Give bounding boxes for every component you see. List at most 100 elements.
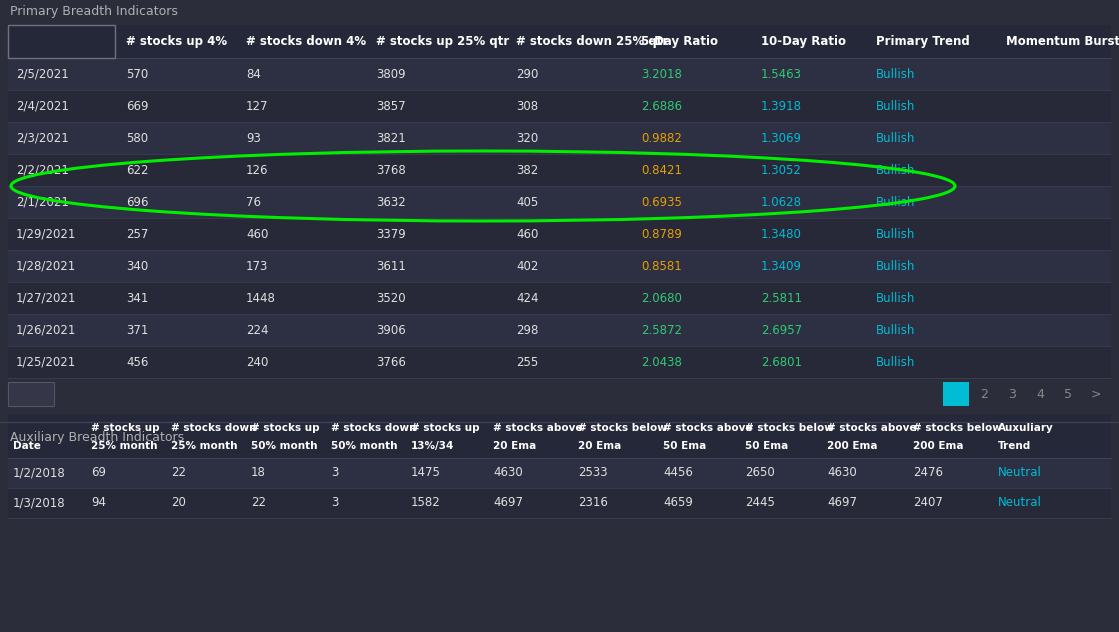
Text: 1475: 1475 xyxy=(411,466,441,480)
Text: 4456: 4456 xyxy=(662,466,693,480)
Text: 1582: 1582 xyxy=(411,497,441,509)
Text: 2407: 2407 xyxy=(913,497,943,509)
Text: 2.5872: 2.5872 xyxy=(641,324,681,336)
Text: >: > xyxy=(1091,387,1101,401)
Bar xyxy=(8,414,1111,458)
Text: 126: 126 xyxy=(246,164,269,176)
Text: # stocks above: # stocks above xyxy=(662,423,752,433)
Text: 1/2/2018: 1/2/2018 xyxy=(13,466,66,480)
Text: 2/2/2021: 2/2/2021 xyxy=(16,164,69,176)
Text: 0.8421: 0.8421 xyxy=(641,164,681,176)
Text: # stocks up: # stocks up xyxy=(91,423,160,433)
Text: 2.6801: 2.6801 xyxy=(761,355,802,368)
Text: Trend: Trend xyxy=(998,441,1032,451)
Text: 424: 424 xyxy=(516,291,538,305)
Text: Bullish: Bullish xyxy=(876,164,915,176)
Text: # stocks up: # stocks up xyxy=(251,423,320,433)
Text: 341: 341 xyxy=(126,291,149,305)
Text: 1.3052: 1.3052 xyxy=(761,164,802,176)
Text: 3632: 3632 xyxy=(376,195,406,209)
Text: 2.0680: 2.0680 xyxy=(641,291,681,305)
Text: 2316: 2316 xyxy=(579,497,608,509)
Text: 3766: 3766 xyxy=(376,355,406,368)
Text: 2.6886: 2.6886 xyxy=(641,99,681,112)
Bar xyxy=(8,346,1111,378)
Text: 3611: 3611 xyxy=(376,260,406,272)
Text: 290: 290 xyxy=(516,68,538,80)
Text: 4659: 4659 xyxy=(662,497,693,509)
Text: 382: 382 xyxy=(516,164,538,176)
Text: 371: 371 xyxy=(126,324,149,336)
Text: Bullish: Bullish xyxy=(876,68,915,80)
Text: ▾: ▾ xyxy=(40,390,45,400)
Text: 2.5811: 2.5811 xyxy=(761,291,802,305)
Text: 10-Day Ratio: 10-Day Ratio xyxy=(761,35,846,48)
Text: Primary Breadth Indicators: Primary Breadth Indicators xyxy=(10,6,178,18)
Bar xyxy=(8,314,1111,346)
Text: 255: 255 xyxy=(516,355,538,368)
Bar xyxy=(8,382,54,406)
Text: 456: 456 xyxy=(126,355,149,368)
Text: 2: 2 xyxy=(980,387,988,401)
Text: # stocks up 25% qtr: # stocks up 25% qtr xyxy=(376,35,509,48)
Text: 240: 240 xyxy=(246,355,269,368)
Text: 76: 76 xyxy=(246,195,261,209)
Text: 3: 3 xyxy=(331,497,338,509)
Text: # stocks below: # stocks below xyxy=(913,423,1002,433)
Text: 0.8581: 0.8581 xyxy=(641,260,681,272)
Text: # stocks up: # stocks up xyxy=(411,423,480,433)
Text: 1/25/2021: 1/25/2021 xyxy=(16,355,76,368)
Text: 200 Ema: 200 Ema xyxy=(913,441,963,451)
Text: 50 Ema: 50 Ema xyxy=(745,441,788,451)
Text: 0.6935: 0.6935 xyxy=(641,195,681,209)
Text: 622: 622 xyxy=(126,164,149,176)
Text: Bullish: Bullish xyxy=(876,260,915,272)
Text: 50% month: 50% month xyxy=(251,441,318,451)
Text: 257: 257 xyxy=(126,228,149,241)
Text: 340: 340 xyxy=(126,260,148,272)
Text: 3379: 3379 xyxy=(376,228,406,241)
Text: 0.8789: 0.8789 xyxy=(641,228,681,241)
Text: 2/3/2021: 2/3/2021 xyxy=(16,131,68,145)
Text: 669: 669 xyxy=(126,99,149,112)
Text: 20: 20 xyxy=(171,497,186,509)
Text: 200 Ema: 200 Ema xyxy=(827,441,877,451)
Text: 1: 1 xyxy=(952,387,960,401)
Text: 18: 18 xyxy=(251,466,266,480)
Text: 580: 580 xyxy=(126,131,148,145)
Text: 1.3409: 1.3409 xyxy=(761,260,802,272)
Text: Auxiliary Breadth Indicators: Auxiliary Breadth Indicators xyxy=(10,432,185,444)
Bar xyxy=(8,282,1111,314)
Text: Date: Date xyxy=(16,35,47,48)
Text: 1.3918: 1.3918 xyxy=(761,99,802,112)
Text: # stocks up 4%: # stocks up 4% xyxy=(126,35,227,48)
Text: Date: Date xyxy=(13,441,41,451)
Text: # stocks down: # stocks down xyxy=(331,423,416,433)
Text: 1448: 1448 xyxy=(246,291,276,305)
Bar xyxy=(8,250,1111,282)
Text: Bullish: Bullish xyxy=(876,228,915,241)
Text: 570: 570 xyxy=(126,68,148,80)
Text: 402: 402 xyxy=(516,260,538,272)
Bar xyxy=(8,25,115,58)
Text: 1/27/2021: 1/27/2021 xyxy=(16,291,76,305)
Text: 22: 22 xyxy=(251,497,266,509)
Text: 2.0438: 2.0438 xyxy=(641,355,681,368)
Text: 3: 3 xyxy=(1008,387,1016,401)
Text: Primary Trend: Primary Trend xyxy=(876,35,970,48)
Text: 20 Ema: 20 Ema xyxy=(493,441,536,451)
Text: Neutral: Neutral xyxy=(998,466,1042,480)
Text: 22: 22 xyxy=(171,466,186,480)
Text: 696: 696 xyxy=(126,195,149,209)
Bar xyxy=(8,458,1111,488)
Text: 10: 10 xyxy=(16,387,31,401)
Text: 1.5463: 1.5463 xyxy=(761,68,802,80)
Text: 1/29/2021: 1/29/2021 xyxy=(16,228,76,241)
Text: 127: 127 xyxy=(246,99,269,112)
Bar xyxy=(8,154,1111,186)
Text: 2.6957: 2.6957 xyxy=(761,324,802,336)
Text: # stocks down 25% qtr: # stocks down 25% qtr xyxy=(516,35,668,48)
Text: 84: 84 xyxy=(246,68,261,80)
Text: Bullish: Bullish xyxy=(876,99,915,112)
Text: # stocks above: # stocks above xyxy=(827,423,916,433)
